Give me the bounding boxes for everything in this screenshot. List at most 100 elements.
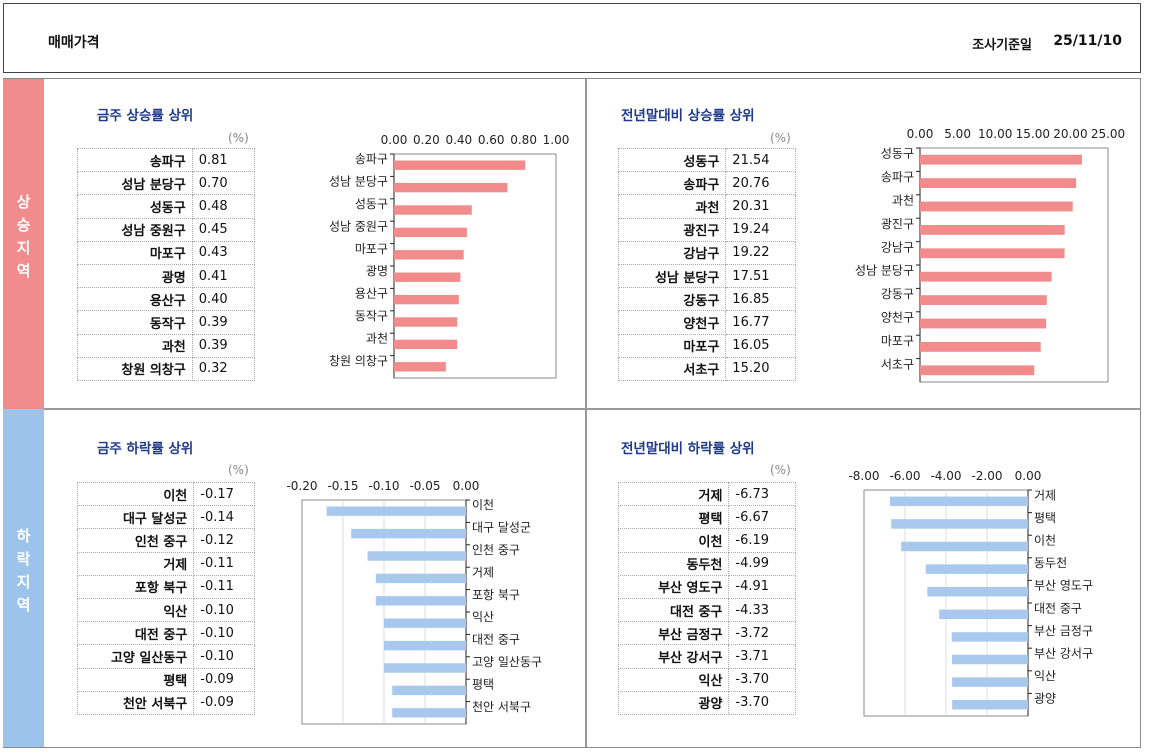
rate-value: -0.10 [193,621,255,646]
section-divider [44,408,1141,410]
bar [920,154,1082,165]
bar [394,294,459,305]
rate-value: 16.85 [725,287,796,312]
rate-value: -4.33 [728,597,796,623]
category-label: 강남구 [881,240,914,254]
category-label: 광양 [1034,692,1056,706]
rate-value: 0.32 [191,356,256,381]
region-name: 익산 [617,667,730,692]
rate-value: 20.76 [725,171,796,196]
bar [952,699,1028,710]
table-row: 익산 -3.70 [617,667,796,692]
rate-value: -0.10 [193,644,255,669]
category-label: 동작구 [355,309,388,323]
x-tick-label: -0.10 [368,479,399,493]
x-tick-label: -0.20 [286,479,317,493]
category-label: 용산구 [355,287,388,301]
survey-date-label: 조사기준일 [972,38,1032,53]
rate-value: 0.81 [191,147,256,173]
bar [951,654,1028,665]
rate-value: 0.41 [191,263,256,289]
category-label: 대전 중구 [472,633,520,647]
category-label: 송파구 [355,152,388,166]
bar [394,182,508,193]
table-row: 포항 북구 -0.11 [76,574,255,599]
bar [392,708,466,718]
table-row: 광양 -3.70 [617,690,796,715]
bar [891,519,1028,529]
bar-chart-ytd-rise: 0.00 5.00 10.00 15.00 20.00 25.00 성동구송파구과천광진구강… [855,127,1125,383]
table-row: 광진구 19.24 [617,217,796,242]
rate-value: -3.72 [728,621,796,646]
region-name: 평택 [76,667,195,692]
region-name: 광진구 [617,217,727,242]
rate-value: -6.73 [728,481,796,507]
region-name: 성동구 [617,147,727,173]
x-tick-label: 10.00 [978,127,1012,141]
table-row: 부산 금정구 -3.72 [617,621,796,646]
bar [890,496,1028,507]
region-name: 과천 [617,194,727,219]
region-name: 거제 [76,551,195,576]
bar [920,295,1047,306]
region-name: 이천 [617,528,730,553]
rate-value: -3.71 [728,644,796,669]
category-label: 부산 강서구 [1034,647,1093,661]
bar [927,586,1028,597]
bar [920,341,1041,352]
rate-value: 16.77 [725,310,796,335]
region-name: 익산 [76,597,195,623]
category-label: 평택 [1034,511,1056,525]
panel-title-ytd-fall: 전년말대비 하락률 상위 [621,441,755,457]
region-name: 용산구 [77,287,193,312]
category-label: 성남 중원구 [329,219,388,233]
table-row: 대구 달성군 -0.14 [76,505,255,530]
category-label: 성동구 [355,197,388,211]
x-tick-label: 0.00 [381,133,408,147]
table-row: 동두천 -4.99 [617,551,796,576]
side-char: 락 [16,550,31,568]
column-divider [585,79,587,747]
table-row: 평택 -6.67 [617,505,796,530]
region-name: 대전 중구 [617,597,730,623]
panel-title-ytd-rise: 전년말대비 상승률 상위 [621,108,755,124]
unit-label: (%) [770,463,791,477]
x-tick-label: -0.15 [327,479,358,493]
unit-label: (%) [228,463,249,477]
x-tick-label: 0.20 [413,133,440,147]
table-row: 성동구 21.54 [617,147,796,173]
bar [394,160,526,170]
bar [925,564,1028,574]
bar [920,318,1047,329]
bar [375,573,466,584]
header-bar: 매매가격 조사기준일 25/11/10 [3,3,1141,73]
bar [920,248,1065,259]
rank-table-weekly-rise: 송파구 0.81 성남 분당구 0.70 성동구 0.48 성남 중원구 0.45 마포구 0.4… [77,147,256,381]
x-tick-label: 5.00 [944,127,971,141]
region-name: 송파구 [617,171,727,196]
bar [394,362,446,372]
x-tick-label: -4.00 [930,469,961,483]
category-label: 익산 [1034,669,1056,683]
region-name: 성남 중원구 [77,217,193,242]
category-label: 인천 중구 [472,542,520,557]
region-name: 마포구 [617,333,727,358]
category-label: 광명 [366,264,388,278]
table-row: 거제 -6.73 [617,481,796,507]
bar [351,528,466,539]
rate-value: 0.39 [191,310,256,335]
category-label: 마포구 [881,334,914,348]
rank-table-ytd-rise: 성동구 21.54 송파구 20.76 과천 20.31 광진구 19.24 강남구 19.22 성… [617,147,796,381]
survey-date-value: 25/11/10 [1053,33,1122,49]
category-label: 대구 달성군 [472,521,531,535]
bar [326,506,466,516]
bar [394,205,472,215]
x-tick-label: 0.00 [907,127,934,141]
bar [920,365,1035,376]
rate-value: -0.11 [193,551,255,576]
x-tick-label: 0.00 [1015,469,1042,483]
bar [384,640,466,651]
region-name: 평택 [617,505,730,530]
